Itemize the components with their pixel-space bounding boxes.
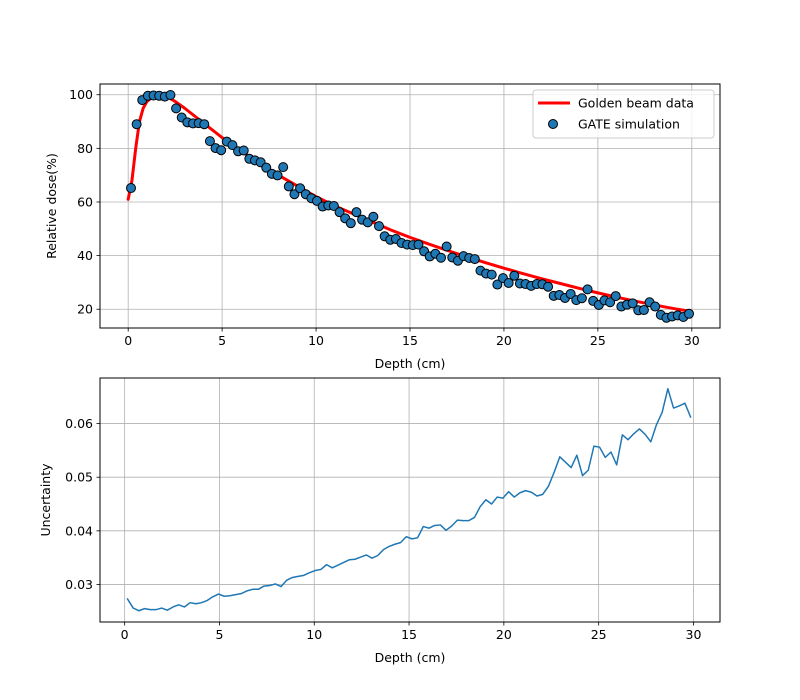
- gate-point: [204, 136, 215, 147]
- dose-xtick-label: 25: [590, 333, 606, 348]
- uncertainty-ytick-label: 0.04: [65, 523, 93, 538]
- gate-point: [261, 162, 272, 173]
- gate-point: [238, 145, 249, 156]
- gate-point: [345, 218, 356, 229]
- dose-chart-ylabel: Relative dose(%): [44, 153, 59, 259]
- gate-point: [492, 279, 503, 290]
- gate-point: [582, 284, 593, 295]
- dose-chart-gate-points: [126, 89, 694, 323]
- gate-point: [436, 252, 446, 263]
- uncertainty-xtick-label: 30: [686, 627, 702, 642]
- gate-point: [272, 170, 283, 181]
- uncertainty-ytick-label: 0.06: [65, 416, 93, 431]
- gate-point: [374, 221, 384, 232]
- gate-point: [334, 207, 345, 218]
- dose-ytick-label: 100: [69, 87, 93, 102]
- uncertainty-xtick-label: 25: [591, 627, 607, 642]
- dose-xtick-label: 0: [124, 333, 132, 348]
- uncertainty-xtick-label: 20: [496, 627, 512, 642]
- uncertainty-xtick-label: 5: [215, 627, 223, 642]
- gate-point: [627, 298, 638, 309]
- dose-ytick-label: 20: [77, 302, 93, 317]
- dose-xtick-label: 10: [308, 333, 324, 348]
- gate-point: [503, 277, 514, 288]
- gate-point: [441, 241, 452, 252]
- gate-point: [605, 297, 616, 308]
- gate-point: [684, 308, 694, 319]
- gate-point: [171, 103, 182, 114]
- uncertainty-chart: 0 5 10 15 20 25 300.030.040.050.06 Depth (cm) …: [38, 377, 721, 665]
- gate-point: [486, 269, 497, 280]
- dose-chart-ticks: 0 5 10 15 20 25 30 20 40 60 80 100: [69, 87, 700, 348]
- dose-ytick-label: 60: [77, 194, 93, 209]
- uncertainty-ytick-label: 0.05: [65, 470, 93, 485]
- dose-xtick-label: 20: [496, 333, 512, 348]
- gate-point: [278, 162, 289, 173]
- gate-point: [328, 201, 339, 211]
- gate-point: [126, 183, 136, 194]
- gate-point: [565, 288, 576, 299]
- gate-point: [469, 254, 480, 265]
- dose-chart-legend: Golden beam data GATE simulation: [532, 89, 715, 139]
- uncertainty-chart-grid: [100, 378, 720, 622]
- uncertainty-xtick-label: 0: [121, 627, 129, 642]
- legend-gate-label: GATE simulation: [578, 117, 680, 132]
- dose-chart-xlabel: Depth (cm): [375, 356, 446, 371]
- uncertainty-ytick-label: 0.03: [65, 577, 93, 592]
- gate-point: [610, 291, 621, 302]
- uncertainty-chart-ticks: 0 5 10 15 20 25 30 0.03 0.04 0.05 0.06: [65, 416, 701, 642]
- gate-point: [165, 89, 176, 100]
- gate-point: [650, 301, 661, 312]
- gate-point: [576, 293, 587, 304]
- dose-xtick-label: 5: [218, 333, 226, 348]
- uncertainty-chart-xlabel: Depth (cm): [375, 650, 446, 665]
- gate-point: [227, 140, 238, 151]
- gate-point: [543, 281, 554, 292]
- gate-point: [638, 305, 649, 316]
- legend-box: [532, 89, 715, 139]
- gate-point: [216, 145, 227, 156]
- dose-ytick-label: 80: [77, 141, 93, 156]
- uncertainty-xtick-label: 10: [306, 627, 322, 642]
- gate-point: [131, 119, 142, 130]
- uncertainty-chart-line-layer: [126, 387, 692, 612]
- dose-chart: 0 5 10 15 20 25 30 20 40 60 80 100 Depth (cm) Relat…: [44, 83, 721, 371]
- uncertainty-chart-frame: [99, 377, 721, 623]
- gate-point: [413, 239, 424, 250]
- legend-gate-swatch: [548, 119, 558, 129]
- dose-xtick-label: 30: [684, 333, 700, 348]
- dose-ytick-label: 40: [77, 248, 93, 263]
- gate-point: [368, 211, 379, 222]
- uncertainty-xtick-label: 15: [401, 627, 417, 642]
- gate-point: [351, 207, 362, 218]
- gate-point: [509, 270, 520, 281]
- legend-golden-label: Golden beam data: [578, 96, 694, 111]
- dose-xtick-label: 15: [402, 333, 418, 348]
- gate-point: [283, 181, 294, 192]
- uncertainty-chart-ylabel: Uncertainty: [38, 463, 53, 537]
- gate-point: [199, 119, 210, 130]
- uncertainty-line: [126, 387, 692, 612]
